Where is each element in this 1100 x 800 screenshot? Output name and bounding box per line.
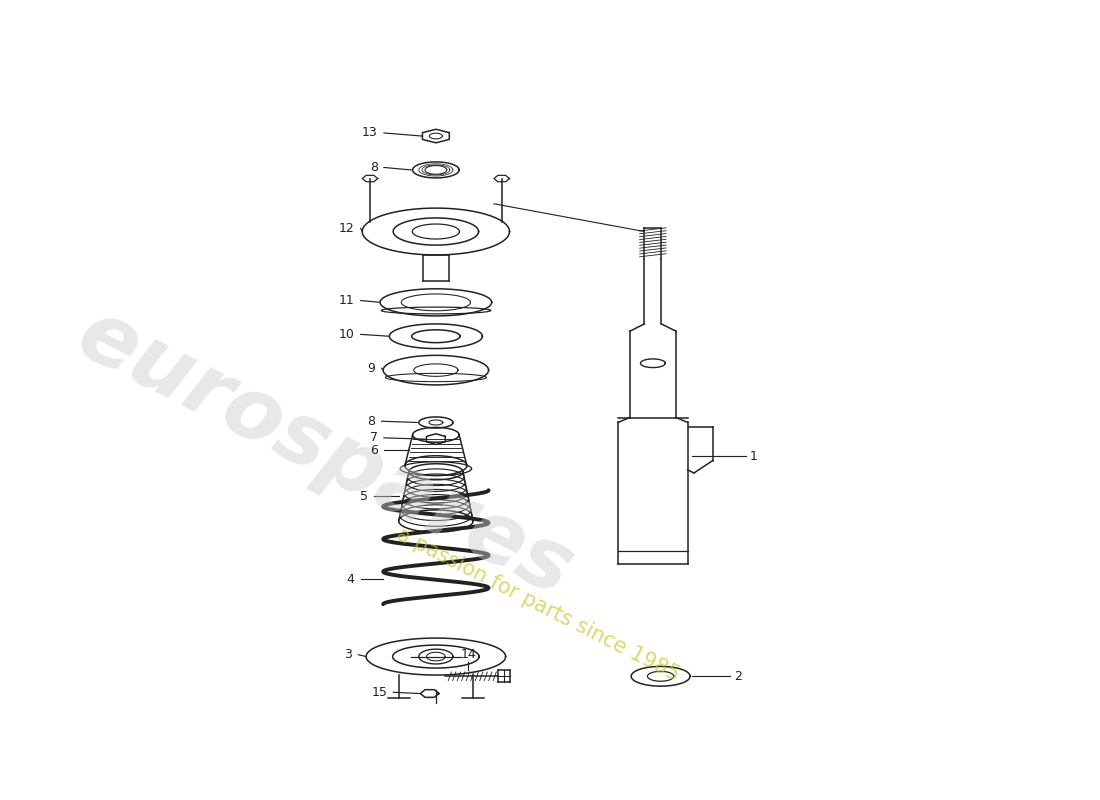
Text: 14: 14	[461, 648, 476, 661]
Text: 4: 4	[346, 573, 354, 586]
Text: 15: 15	[371, 686, 387, 698]
Text: 12: 12	[339, 222, 354, 235]
Text: a passion for parts since 1985: a passion for parts since 1985	[394, 524, 683, 685]
Text: 7: 7	[370, 431, 377, 444]
Text: 2: 2	[735, 670, 743, 682]
Text: 8: 8	[370, 161, 377, 174]
Text: 1: 1	[750, 450, 758, 463]
Text: 10: 10	[339, 328, 354, 341]
Text: 9: 9	[367, 362, 375, 374]
Text: 6: 6	[370, 444, 377, 457]
Text: 5: 5	[360, 490, 367, 503]
Text: 11: 11	[339, 294, 354, 307]
Text: eurospares: eurospares	[64, 293, 586, 614]
Text: 8: 8	[367, 414, 375, 428]
Text: 3: 3	[344, 648, 352, 662]
Text: 13: 13	[362, 126, 377, 139]
